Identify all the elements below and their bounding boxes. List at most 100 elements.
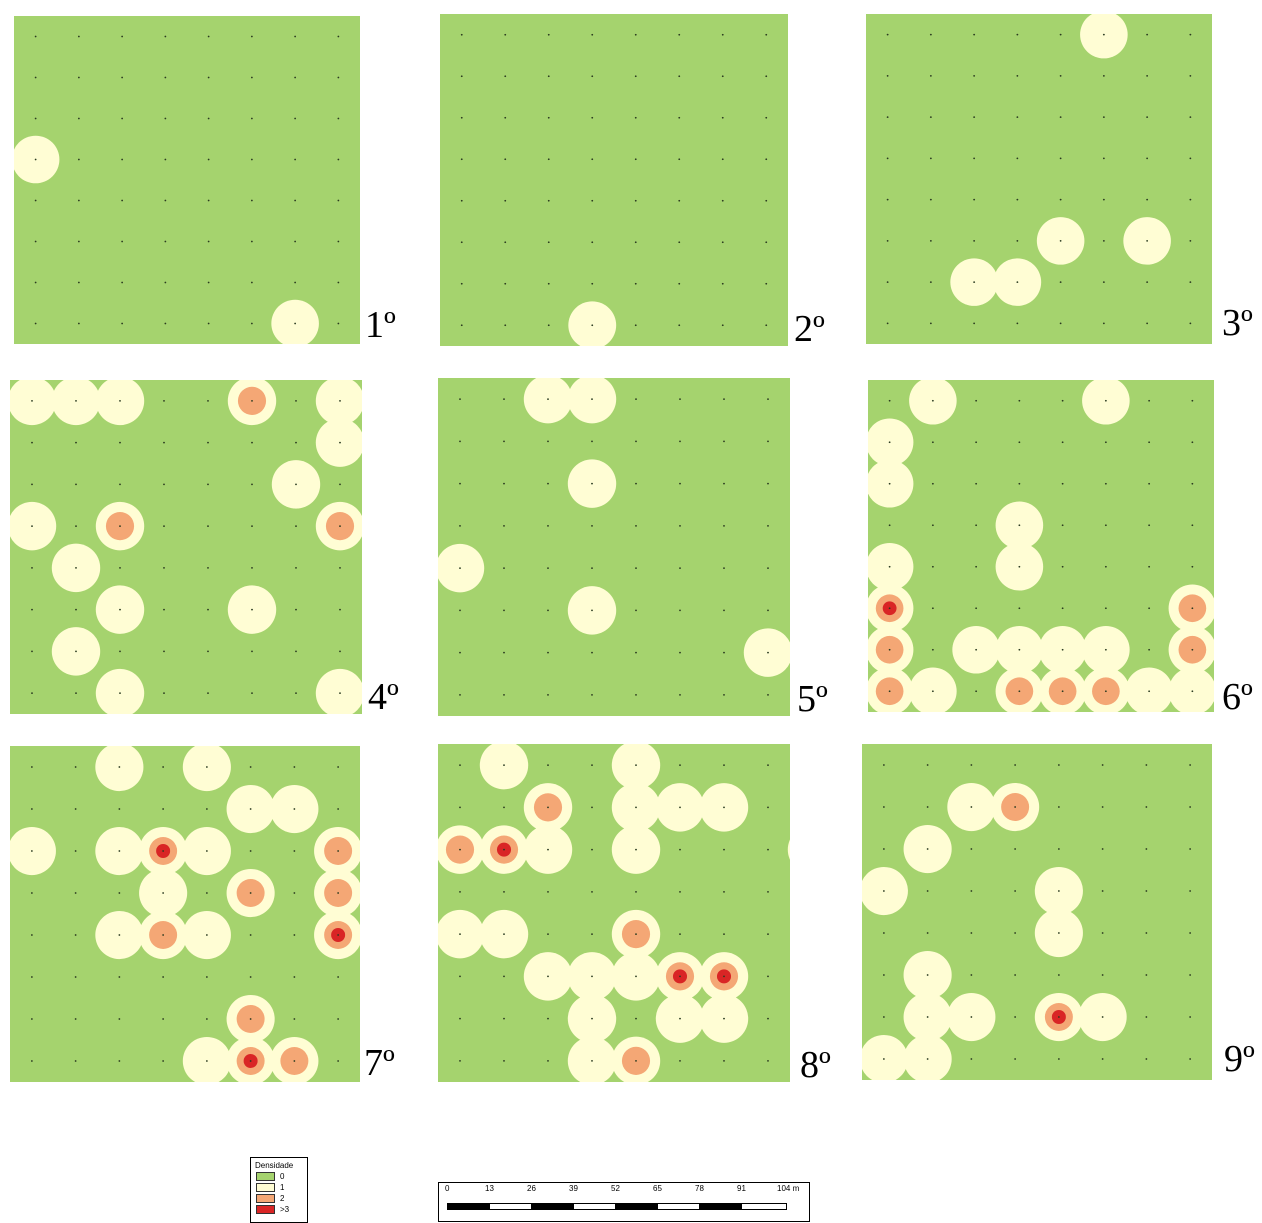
sample-point — [295, 608, 297, 611]
sample-point — [1189, 932, 1192, 934]
map-label-3: 3º — [1222, 302, 1253, 344]
sample-point — [1014, 764, 1017, 766]
sample-point — [293, 808, 296, 810]
sample-point — [886, 239, 889, 242]
sample-point — [1014, 1016, 1017, 1018]
sample-point — [294, 117, 297, 120]
sample-point — [547, 482, 549, 485]
sample-point — [635, 975, 637, 978]
sample-point — [294, 35, 297, 38]
sample-point — [635, 398, 637, 401]
sample-point — [459, 848, 461, 851]
sample-point — [723, 848, 725, 851]
sample-point — [207, 158, 210, 161]
sample-point — [1189, 1058, 1192, 1060]
density-area-1 — [787, 839, 790, 860]
sample-point — [926, 806, 929, 808]
sample-point — [207, 399, 209, 402]
sample-point — [34, 240, 37, 243]
sample-point — [882, 932, 885, 934]
density-map-svg — [10, 380, 362, 714]
sample-point — [1148, 690, 1151, 693]
sample-point — [721, 324, 724, 327]
sample-point — [635, 524, 637, 527]
sample-point — [1016, 198, 1019, 201]
sample-point — [1061, 607, 1064, 610]
legend-item: 1 — [256, 1183, 284, 1192]
sample-point — [679, 567, 681, 570]
sample-point — [337, 1018, 340, 1020]
legend-label: >3 — [280, 1205, 290, 1214]
sample-point — [164, 158, 167, 161]
sample-point — [886, 116, 889, 119]
sample-point — [1014, 974, 1017, 976]
sample-point — [503, 1059, 505, 1062]
legend-swatch-2 — [256, 1194, 275, 1203]
sample-point — [1148, 648, 1151, 651]
sample-point — [1189, 281, 1192, 284]
density-area-1 — [868, 542, 914, 591]
sample-point — [119, 566, 121, 569]
sample-point — [721, 33, 724, 36]
sample-point — [75, 566, 77, 569]
sample-point — [1145, 806, 1148, 808]
sample-point — [1145, 932, 1148, 934]
sample-point — [1189, 33, 1192, 36]
sample-point — [1148, 565, 1151, 568]
sample-point — [679, 933, 681, 936]
sample-point — [926, 1016, 929, 1018]
sample-point — [547, 116, 550, 119]
sample-point — [1059, 281, 1062, 284]
density-area-1 — [1125, 667, 1173, 712]
sample-point — [1018, 648, 1021, 651]
sample-point — [460, 75, 463, 78]
sample-point — [723, 440, 725, 443]
sample-point — [31, 483, 33, 486]
sample-point — [207, 608, 209, 611]
sample-point — [118, 808, 121, 810]
sample-point — [1018, 399, 1021, 402]
sample-point — [503, 764, 505, 767]
sample-point — [75, 441, 77, 444]
sample-point — [547, 158, 550, 161]
density-area-1 — [14, 135, 60, 184]
sample-point — [77, 240, 80, 243]
sample-point — [767, 764, 769, 767]
sample-point — [119, 525, 121, 528]
sample-point — [547, 933, 549, 936]
sample-point — [162, 850, 165, 852]
sample-point — [723, 1017, 725, 1020]
sample-point — [249, 934, 252, 936]
sample-point — [251, 608, 253, 611]
sample-point — [75, 399, 77, 402]
sample-point — [1146, 281, 1149, 284]
sample-point — [34, 281, 37, 284]
sample-point — [591, 116, 594, 119]
sample-point — [295, 650, 297, 653]
sample-point — [119, 650, 121, 653]
sample-point — [1189, 890, 1192, 892]
sample-point — [459, 933, 461, 936]
sample-point — [767, 1017, 769, 1020]
sample-point — [1061, 565, 1064, 568]
sample-point — [765, 116, 768, 119]
sample-point — [886, 33, 889, 36]
density-area-1 — [1168, 667, 1214, 712]
sample-point — [74, 766, 77, 768]
legend-swatch-1 — [256, 1183, 275, 1192]
sample-point — [74, 808, 77, 810]
sample-point — [975, 482, 978, 485]
density-area-1 — [438, 543, 485, 593]
sample-point — [503, 933, 505, 936]
sample-point — [121, 240, 124, 243]
sample-point — [1191, 524, 1194, 527]
sample-point — [1101, 1016, 1104, 1018]
sample-point — [207, 117, 210, 120]
density-area-1 — [95, 380, 145, 426]
sample-point — [337, 850, 340, 852]
sample-point — [251, 692, 253, 695]
legend-swatch-3 — [256, 1205, 275, 1214]
sample-point — [294, 76, 297, 79]
sample-point — [635, 933, 637, 936]
sample-point — [1101, 764, 1104, 766]
